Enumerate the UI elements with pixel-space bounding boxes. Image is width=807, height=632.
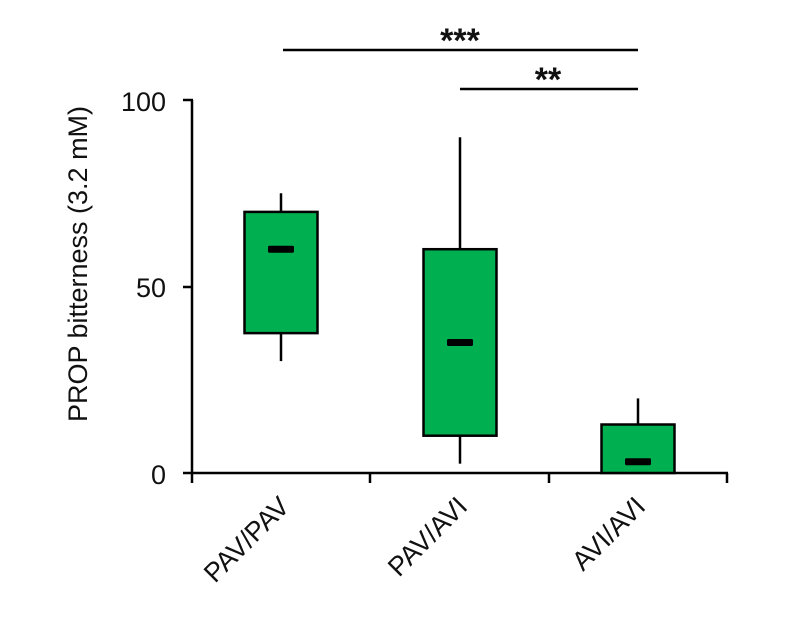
x-axis: PAV/PAV PAV/AVI AVI/AVI	[190, 471, 729, 588]
box-pav-pav	[243, 193, 319, 362]
y-tick-0: 0	[151, 460, 166, 490]
x-label-avi-avi: AVI/AVI	[566, 491, 651, 576]
iqr-box	[243, 210, 319, 335]
boxes-group	[243, 137, 676, 475]
box-pav-avi	[422, 137, 498, 464]
x-label-pav-avi: PAV/AVI	[382, 491, 473, 582]
significance-annotations: *** **	[283, 22, 638, 99]
box-avi-avi	[600, 398, 676, 475]
significance-stars-2: **	[535, 61, 562, 99]
y-tick-50: 50	[136, 273, 166, 303]
x-label-pav-pav: PAV/PAV	[198, 491, 295, 588]
y-axis: 100 50 0	[121, 87, 194, 490]
y-tick-100: 100	[121, 87, 166, 117]
y-axis-label: PROP bitterness (3.2 mM)	[63, 106, 93, 422]
median-marker	[625, 458, 651, 466]
median-marker	[268, 245, 294, 253]
significance-stars-3: ***	[440, 22, 480, 60]
iqr-box	[600, 423, 676, 475]
median-marker	[447, 338, 473, 346]
